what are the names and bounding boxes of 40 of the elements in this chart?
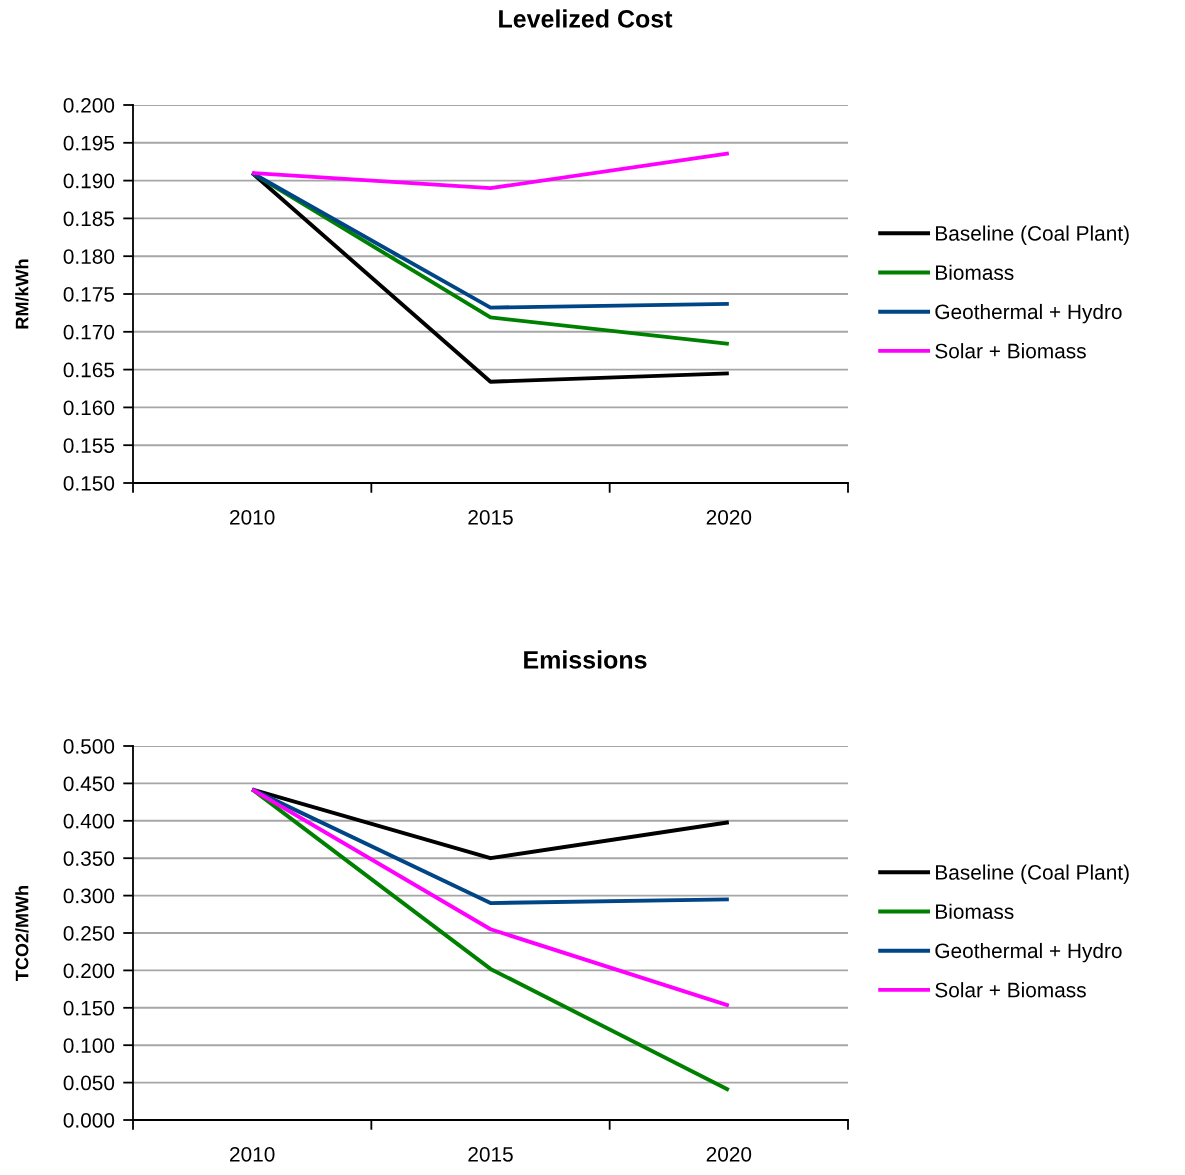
x-tick-label: 2010 <box>230 1146 275 1162</box>
chart-title: Emissions <box>524 650 647 669</box>
y-tick-label: 0.160 <box>63 400 115 416</box>
y-tick-label: 0.200 <box>63 963 115 979</box>
legend-label: Biomass <box>936 903 1014 919</box>
x-tick-label: 2015 <box>468 509 513 525</box>
y-tick-label: 0.450 <box>63 776 115 792</box>
y-tick-label: 0.175 <box>63 287 115 302</box>
legend-label: Baseline (Coal Plant) <box>936 864 1129 884</box>
y-tick-label: 0.000 <box>63 1113 115 1128</box>
legend-label: Baseline (Coal Plant) <box>936 225 1129 245</box>
y-tick-label: 0.400 <box>63 813 115 829</box>
y-tick-label: 0.150 <box>63 476 115 491</box>
chart-title: Levelized Cost <box>499 9 673 28</box>
y-tick-label: 0.195 <box>63 135 115 151</box>
legend-label: Geothermal + Hydro <box>935 942 1122 963</box>
y-tick-label: 0.165 <box>63 362 115 378</box>
y-tick-label: 0.300 <box>63 888 115 904</box>
y-tick-label: 0.200 <box>63 98 115 113</box>
y-tick-label: 0.050 <box>63 1075 115 1091</box>
y-tick-label: 0.170 <box>63 324 115 340</box>
y-tick-label: 0.185 <box>63 211 115 227</box>
x-tick-label: 2020 <box>706 509 752 525</box>
y-axis-title: TCO2/MWh <box>15 885 29 981</box>
legend-label: Biomass <box>936 264 1014 280</box>
y-tick-label: 0.100 <box>63 1038 115 1053</box>
legend-label: Solar + Biomass <box>935 982 1086 998</box>
y-tick-label: 0.350 <box>63 851 115 866</box>
y-tick-label: 0.150 <box>63 1000 115 1016</box>
y-tick-label: 0.190 <box>63 173 115 189</box>
y-tick-label: 0.500 <box>63 739 115 754</box>
x-tick-label: 2010 <box>230 509 275 525</box>
y-axis-title: RM/kWh <box>15 259 29 329</box>
x-tick-label: 2020 <box>706 1146 752 1162</box>
y-tick-label: 0.180 <box>63 249 115 264</box>
y-tick-label: 0.155 <box>63 438 115 453</box>
legend-label: Geothermal + Hydro <box>935 303 1122 324</box>
y-tick-label: 0.250 <box>63 926 115 941</box>
x-tick-label: 2015 <box>468 1146 513 1162</box>
legend-label: Solar + Biomass <box>935 343 1086 359</box>
